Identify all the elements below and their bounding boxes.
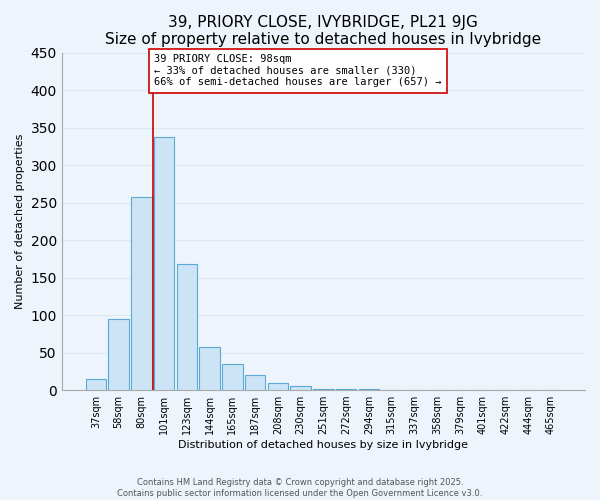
Bar (199, 348, 220, 390)
Y-axis label: Number of detached properties: Number of detached properties (15, 134, 25, 309)
Text: 39 PRIORY CLOSE: 98sqm
← 33% of detached houses are smaller (330)
66% of semi-de: 39 PRIORY CLOSE: 98sqm ← 33% of detached… (154, 54, 442, 88)
Bar (222, 364, 242, 390)
Title: 39, PRIORY CLOSE, IVYBRIDGE, PL21 9JG
Size of property relative to detached hous: 39, PRIORY CLOSE, IVYBRIDGE, PL21 9JG Si… (106, 15, 541, 48)
Bar (268, 382, 288, 390)
Bar (154, 136, 175, 390)
Bar (131, 196, 152, 390)
X-axis label: Distribution of detached houses by size in Ivybridge: Distribution of detached houses by size … (178, 440, 469, 450)
Bar (290, 386, 311, 390)
Bar (245, 375, 265, 390)
Bar (313, 388, 334, 390)
Bar (86, 379, 106, 390)
Bar (176, 264, 197, 390)
Bar (109, 319, 129, 390)
Text: Contains HM Land Registry data © Crown copyright and database right 2025.
Contai: Contains HM Land Registry data © Crown c… (118, 478, 482, 498)
